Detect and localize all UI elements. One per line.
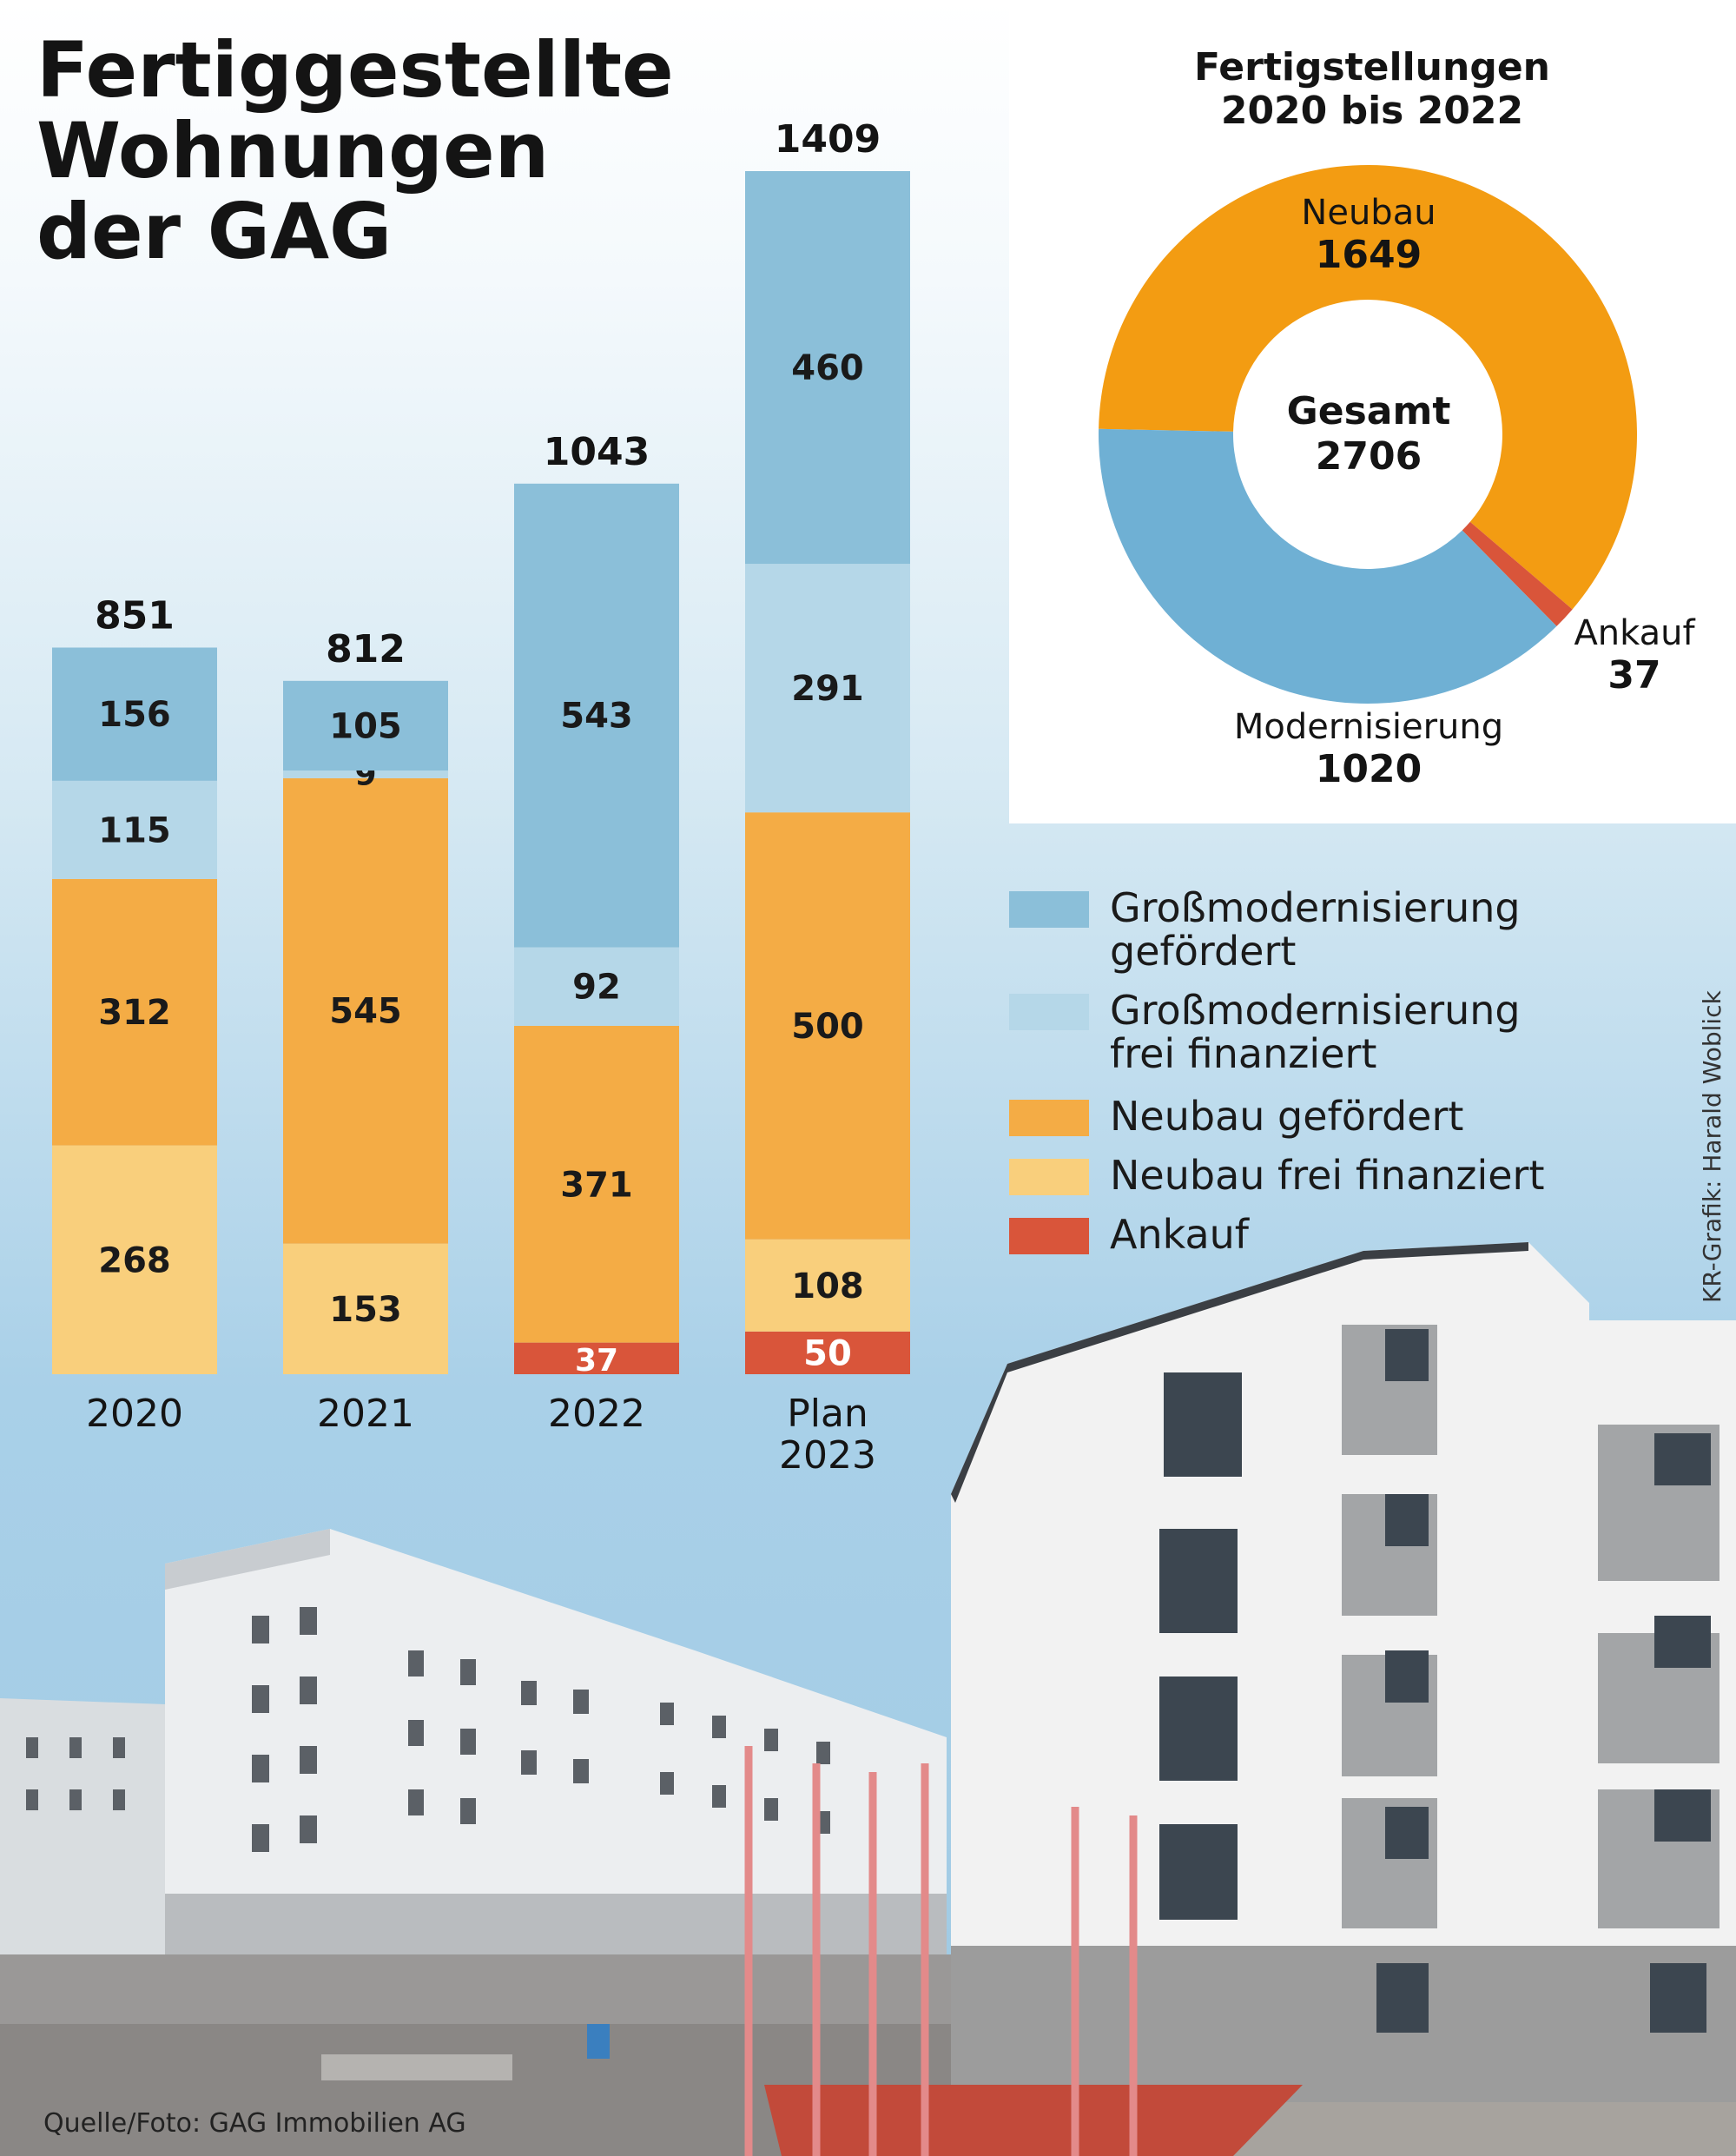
credit-text: KR-Grafik: Harald Woblick — [1698, 990, 1726, 1303]
bar-value-label: 268 — [98, 1240, 171, 1280]
bar-value-label: 37 — [575, 1343, 618, 1379]
legend-swatch-ankauf — [1009, 1218, 1089, 1254]
legend-label: Neubau gefördert — [1110, 1095, 1463, 1138]
donut-slice-donut_neubau — [1099, 164, 1638, 610]
donut-slice-name: Ankauf — [1574, 613, 1695, 653]
donut-slice-value: 1649 — [1316, 233, 1422, 277]
bar-value-label: 460 — [791, 348, 864, 388]
donut-center-value: 2706 — [1316, 434, 1422, 479]
title-line-2: Wohnungen — [36, 106, 550, 195]
donut-slice-value: 37 — [1607, 653, 1660, 698]
bar-value-label: 50 — [803, 1333, 852, 1373]
donut-title: 2020 bis 2022 — [1221, 89, 1523, 133]
bar-segment-neubau_gefoerdert — [283, 777, 448, 1244]
legend-swatch-neubau-frei — [1009, 1159, 1089, 1195]
title-line-1: Fertiggestellte — [36, 25, 674, 115]
bar-segment-gross_frei — [514, 947, 679, 1026]
bar-value-label: 115 — [98, 810, 171, 850]
legend-text: Großmodernisierung — [1110, 884, 1521, 931]
source-text: Quelle/Foto: GAG Immobilien AG — [43, 2108, 466, 2139]
bar-value-label: 92 — [572, 968, 621, 1008]
bar-value-label: 371 — [560, 1165, 633, 1205]
legend-text: Neubau gefördert — [1110, 1093, 1464, 1140]
legend-swatch-neubau-gefoerdert — [1009, 1100, 1089, 1136]
x-tick-label: 2020 — [86, 1392, 183, 1436]
legend-swatch-gross-gefoerdert — [1009, 891, 1089, 928]
bar-value-label: 105 — [329, 706, 402, 746]
bar-value-label: 156 — [98, 695, 171, 735]
bar-segment-neubau_gefoerdert — [52, 878, 217, 1146]
page-title: Fertiggestellte Wohnungen der GAG — [36, 30, 674, 272]
bar-segment-gross_frei — [52, 780, 217, 879]
donut-slice-name: Neubau — [1301, 193, 1436, 233]
bar-segment-gross_frei — [745, 564, 910, 813]
legend-text: Großmodernisierung — [1110, 987, 1521, 1034]
donut-center-label: Gesamt — [1287, 389, 1451, 433]
bar-total-label: 812 — [326, 627, 406, 671]
legend-label: Großmodernisierung gefördert — [1110, 886, 1521, 973]
x-tick-label: 2021 — [317, 1392, 414, 1436]
bar-value-label: 153 — [329, 1290, 402, 1330]
bar-segment-gross_gefoerdert — [52, 647, 217, 781]
legend-label: Neubau frei finanziert — [1110, 1154, 1544, 1197]
legend-swatch-gross-frei — [1009, 994, 1089, 1030]
legend-text: gefördert — [1110, 928, 1297, 975]
bar-segment-gross_gefoerdert — [745, 171, 910, 565]
bar-segment-neubau_gefoerdert — [514, 1025, 679, 1343]
bar-segment-neubau_gefoerdert — [745, 812, 910, 1240]
bar-value-label: 312 — [98, 993, 171, 1033]
title-line-3: der GAG — [36, 187, 393, 276]
bar-total-label: 851 — [95, 593, 175, 638]
bar-value-label: 291 — [791, 669, 864, 709]
bar-value-label: 500 — [791, 1007, 864, 1047]
bar-segment-neubau_frei — [745, 1239, 910, 1332]
bar-segment-neubau_frei — [283, 1243, 448, 1374]
legend-text: Neubau frei finanziert — [1110, 1152, 1545, 1199]
bar-segment-gross_frei — [283, 770, 448, 778]
bar-value-label: 545 — [329, 992, 402, 1032]
x-tick-label: 2023 — [779, 1433, 876, 1478]
donut-slice-donut_ankauf — [1462, 521, 1573, 626]
bar-segment-gross_gefoerdert — [283, 680, 448, 771]
legend-label: Großmodernisierung frei finanziert — [1110, 989, 1521, 1075]
donut-slice-donut_modernisierung — [1099, 428, 1557, 704]
x-tick-label: 2022 — [548, 1392, 645, 1436]
legend-label: Ankauf — [1110, 1213, 1249, 1256]
bar-total-label: 1043 — [544, 430, 650, 474]
bar-value-label: 543 — [560, 697, 633, 737]
bar-segment-neubau_frei — [52, 1145, 217, 1374]
donut-slice-value: 1020 — [1316, 747, 1422, 791]
bar-segment-ankauf — [514, 1342, 679, 1374]
bar-total-label: 1409 — [775, 117, 881, 162]
x-tick-label: Plan — [787, 1392, 868, 1436]
donut-title: Fertigstellungen — [1194, 45, 1550, 89]
bar-segment-gross_gefoerdert — [514, 483, 679, 948]
legend-text: Ankauf — [1110, 1211, 1249, 1258]
bar-segment-ankauf — [745, 1331, 910, 1374]
bar-value-label: 108 — [791, 1266, 864, 1306]
legend-text: frei finanziert — [1110, 1030, 1377, 1077]
donut-slice-name: Modernisierung — [1234, 707, 1503, 747]
